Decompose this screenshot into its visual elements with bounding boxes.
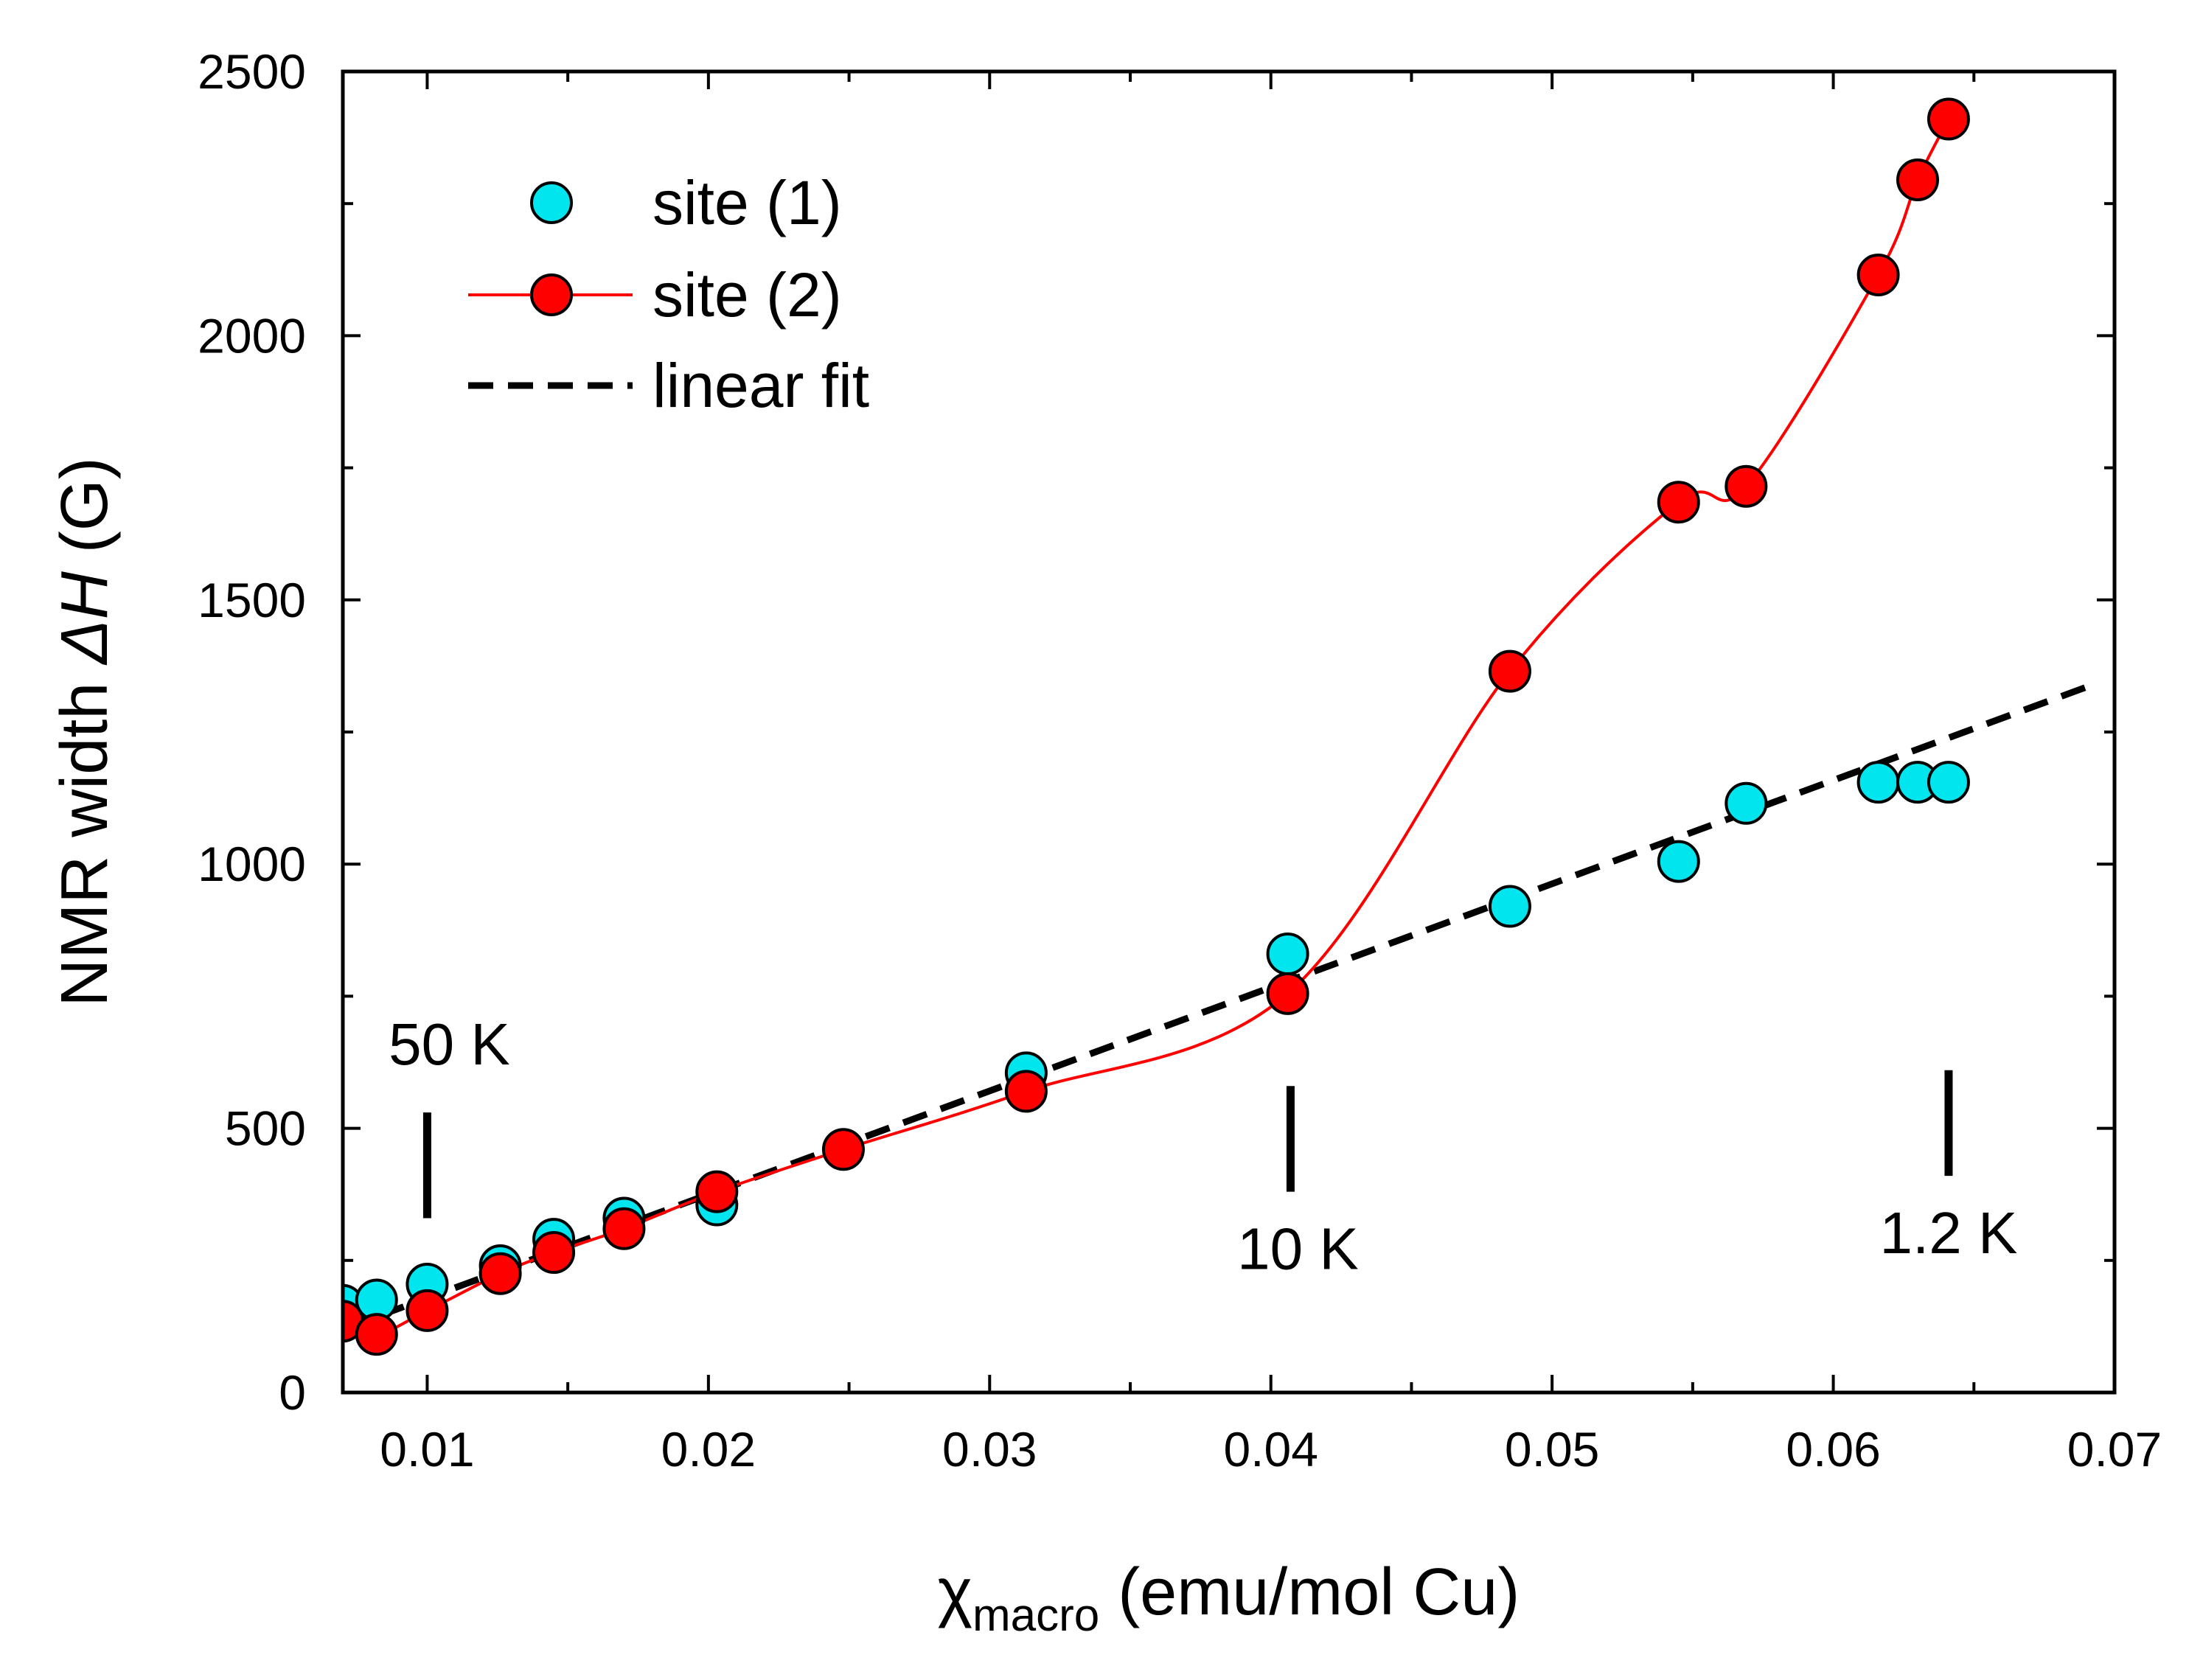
x-tick-label: 0.07 xyxy=(2067,1422,2162,1477)
site1-point xyxy=(1657,840,1700,883)
x-tick-label: 0.03 xyxy=(942,1422,1037,1477)
site2-point xyxy=(1266,972,1309,1015)
linear-fit-layer xyxy=(343,683,2088,1333)
site2-curve xyxy=(343,118,1950,1336)
site2-point xyxy=(1488,649,1531,693)
linear-fit-line xyxy=(343,683,2088,1333)
y-axis-symbol: ΔH xyxy=(48,571,122,665)
site2-point xyxy=(1725,464,1768,508)
y-axis-units: (G) xyxy=(48,457,122,571)
annotations-layer: 50 K 10 K 1.2 K xyxy=(389,1011,2017,1282)
y-tick-label: 2500 xyxy=(198,44,306,99)
y-tick-label: 2000 xyxy=(198,308,306,363)
legend-label-fit: linear fit xyxy=(652,351,869,420)
site2-point xyxy=(1856,253,1900,296)
temperature-label: 1.2 K xyxy=(1880,1200,2018,1266)
legend: site (1) site (2) linear fit xyxy=(468,168,869,420)
y-tick-label: 500 xyxy=(225,1101,306,1156)
site2-point xyxy=(355,1313,398,1356)
x-axis-title: χmacro (emu/mol Cu) xyxy=(938,1555,1520,1641)
legend-label-site1: site (1) xyxy=(652,168,842,237)
y-tick-label: 0 xyxy=(279,1365,306,1420)
site1-point xyxy=(1266,933,1309,976)
x-tick-labels: 0.01 0.02 0.03 0.04 0.05 0.06 0.07 xyxy=(380,1422,2162,1477)
x-tick-label: 0.02 xyxy=(661,1422,756,1477)
site2-point xyxy=(478,1252,522,1295)
site2-point xyxy=(1927,97,1970,141)
x-tick-label: 0.04 xyxy=(1223,1422,1318,1477)
site2-curve-layer xyxy=(343,118,1950,1336)
site2-point xyxy=(821,1128,865,1171)
plot-frame xyxy=(341,69,2117,1395)
y-tick-label: 1000 xyxy=(198,837,306,891)
legend-marker-site2 xyxy=(530,273,573,316)
x-axis-subscript: macro xyxy=(972,1590,1099,1641)
site2-point xyxy=(1004,1070,1048,1113)
site2-point xyxy=(602,1207,646,1250)
site1-point xyxy=(1856,761,1900,804)
legend-marker-site1 xyxy=(530,181,573,224)
site1-point xyxy=(1927,761,1970,804)
data-points-layer xyxy=(343,97,1970,1356)
site2-point xyxy=(532,1231,576,1275)
legend-label-site2: site (2) xyxy=(652,260,842,330)
y-tick-label: 1500 xyxy=(198,573,306,627)
y-axis-prefix: NMR width xyxy=(48,664,122,1007)
y-axis-title: NMR width ΔH (G) xyxy=(48,457,122,1006)
temperature-label: 50 K xyxy=(389,1011,510,1077)
site2-point xyxy=(1896,158,1939,201)
site2-point xyxy=(406,1289,449,1332)
site1-point xyxy=(1725,781,1768,825)
ticks-layer xyxy=(343,70,2116,1394)
temperature-label: 10 K xyxy=(1237,1216,1359,1282)
site2-point xyxy=(1657,481,1700,524)
site2-point xyxy=(695,1170,739,1213)
x-axis-units: (emu/mol Cu) xyxy=(1099,1555,1520,1629)
x-tick-label: 0.06 xyxy=(1786,1422,1880,1477)
site1-point xyxy=(1488,885,1531,928)
y-tick-labels: 0 500 1000 1500 2000 2500 xyxy=(198,44,306,1420)
x-tick-label: 0.01 xyxy=(380,1422,474,1477)
x-tick-label: 0.05 xyxy=(1505,1422,1599,1477)
x-axis-symbol: χ xyxy=(938,1555,972,1629)
